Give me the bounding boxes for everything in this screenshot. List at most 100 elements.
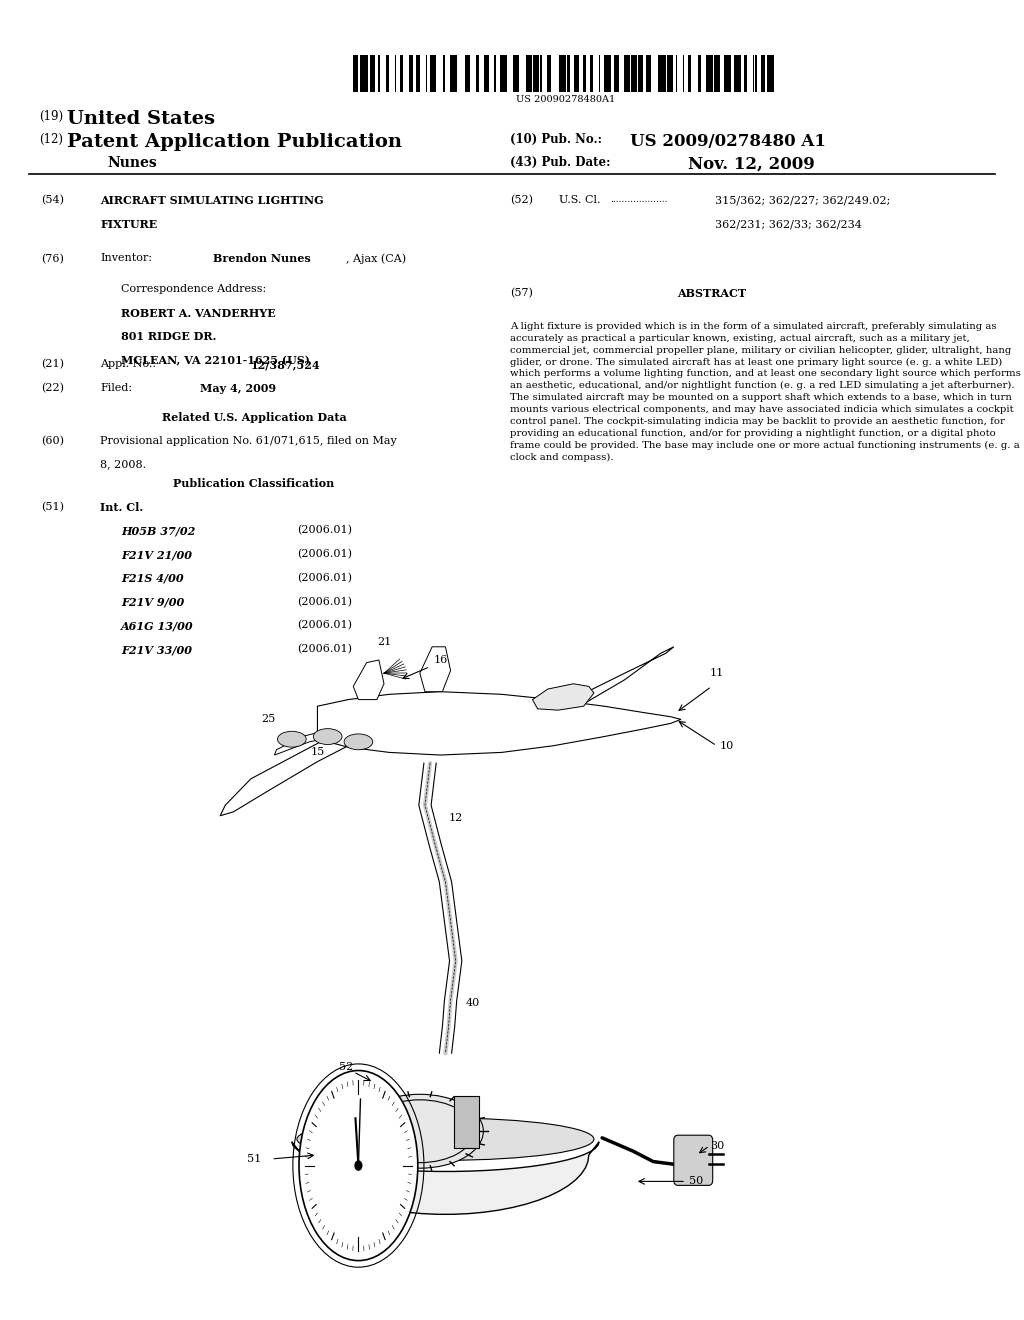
Bar bbox=[645, 55, 651, 92]
Text: F21V 21/00: F21V 21/00 bbox=[121, 549, 191, 560]
Text: 30: 30 bbox=[710, 1140, 724, 1151]
Text: 50: 50 bbox=[689, 1176, 703, 1187]
Bar bbox=[639, 55, 643, 92]
Bar bbox=[532, 55, 539, 92]
Bar bbox=[513, 55, 519, 92]
Text: F21V 33/00: F21V 33/00 bbox=[121, 644, 191, 655]
Bar bbox=[714, 55, 720, 92]
Text: A61G 13/00: A61G 13/00 bbox=[121, 620, 194, 631]
Text: (10) Pub. No.:: (10) Pub. No.: bbox=[510, 133, 602, 147]
Text: U.S. Cl.: U.S. Cl. bbox=[559, 195, 601, 206]
Text: (51): (51) bbox=[41, 502, 63, 512]
Bar bbox=[484, 55, 488, 92]
Text: (76): (76) bbox=[41, 253, 63, 264]
Ellipse shape bbox=[299, 1071, 418, 1261]
Bar bbox=[767, 55, 774, 92]
Bar bbox=[559, 55, 566, 92]
Polygon shape bbox=[292, 1142, 599, 1214]
Text: (22): (22) bbox=[41, 383, 63, 393]
Text: (2006.01): (2006.01) bbox=[297, 573, 352, 583]
Bar bbox=[583, 55, 586, 92]
Bar bbox=[698, 55, 701, 92]
Text: (12): (12) bbox=[39, 133, 62, 147]
Ellipse shape bbox=[297, 1118, 594, 1160]
Polygon shape bbox=[532, 684, 594, 710]
Bar bbox=[371, 55, 375, 92]
Polygon shape bbox=[317, 692, 681, 755]
Bar bbox=[744, 55, 746, 92]
Ellipse shape bbox=[356, 1094, 483, 1168]
Bar bbox=[547, 55, 552, 92]
Polygon shape bbox=[220, 723, 369, 816]
Bar bbox=[465, 55, 470, 92]
Text: Related U.S. Application Data: Related U.S. Application Data bbox=[162, 412, 346, 422]
Text: 11: 11 bbox=[710, 668, 724, 678]
Bar bbox=[360, 55, 368, 92]
Bar bbox=[526, 55, 531, 92]
Bar bbox=[574, 55, 579, 92]
Bar bbox=[378, 55, 380, 92]
Text: 12: 12 bbox=[449, 813, 463, 824]
Text: 315/362; 362/227; 362/249.02;: 315/362; 362/227; 362/249.02; bbox=[715, 195, 890, 206]
Text: Correspondence Address:: Correspondence Address: bbox=[121, 284, 266, 294]
Bar bbox=[426, 55, 427, 92]
Ellipse shape bbox=[313, 729, 342, 744]
Text: (2006.01): (2006.01) bbox=[297, 525, 352, 536]
Text: 21: 21 bbox=[377, 636, 391, 647]
Text: A light fixture is provided which is in the form of a simulated aircraft, prefer: A light fixture is provided which is in … bbox=[510, 322, 1021, 462]
Bar bbox=[761, 55, 765, 92]
Text: (57): (57) bbox=[510, 288, 532, 298]
Text: 40: 40 bbox=[466, 998, 480, 1008]
Polygon shape bbox=[353, 660, 384, 700]
Bar bbox=[451, 55, 458, 92]
Bar bbox=[495, 55, 496, 92]
Bar bbox=[400, 55, 403, 92]
Text: 51: 51 bbox=[247, 1154, 261, 1164]
FancyBboxPatch shape bbox=[674, 1135, 713, 1185]
Text: 52: 52 bbox=[339, 1061, 353, 1072]
Text: (52): (52) bbox=[510, 195, 532, 206]
Text: 8, 2008.: 8, 2008. bbox=[100, 459, 146, 470]
Bar bbox=[430, 55, 436, 92]
Text: ....................: .................... bbox=[610, 195, 668, 205]
Bar bbox=[409, 55, 413, 92]
Polygon shape bbox=[532, 647, 674, 723]
Text: Publication Classification: Publication Classification bbox=[173, 478, 335, 488]
Text: 362/231; 362/33; 362/234: 362/231; 362/33; 362/234 bbox=[715, 219, 861, 230]
Bar bbox=[667, 55, 673, 92]
Text: FIXTURE: FIXTURE bbox=[100, 219, 158, 230]
Bar bbox=[632, 55, 637, 92]
Bar bbox=[443, 55, 444, 92]
Text: AIRCRAFT SIMULATING LIGHTING: AIRCRAFT SIMULATING LIGHTING bbox=[100, 195, 324, 206]
Text: Appl. No.:: Appl. No.: bbox=[100, 359, 157, 370]
Circle shape bbox=[354, 1160, 362, 1171]
Text: (2006.01): (2006.01) bbox=[297, 549, 352, 560]
Bar bbox=[658, 55, 666, 92]
Text: H05B 37/02: H05B 37/02 bbox=[121, 525, 196, 536]
Polygon shape bbox=[420, 647, 451, 692]
Text: (19): (19) bbox=[39, 110, 63, 123]
Bar bbox=[599, 55, 600, 92]
Text: 16: 16 bbox=[433, 655, 447, 665]
Text: 10: 10 bbox=[720, 741, 734, 751]
Bar bbox=[734, 55, 741, 92]
Bar bbox=[500, 55, 507, 92]
Text: Nov. 12, 2009: Nov. 12, 2009 bbox=[688, 156, 815, 173]
Bar bbox=[394, 55, 396, 92]
Bar bbox=[756, 55, 757, 92]
Text: ABSTRACT: ABSTRACT bbox=[677, 288, 746, 298]
Text: (60): (60) bbox=[41, 436, 63, 446]
Text: Nunes: Nunes bbox=[108, 156, 158, 170]
Bar bbox=[476, 55, 479, 92]
Text: Int. Cl.: Int. Cl. bbox=[100, 502, 143, 512]
Bar bbox=[688, 55, 691, 92]
Text: (21): (21) bbox=[41, 359, 63, 370]
Text: (2006.01): (2006.01) bbox=[297, 644, 352, 655]
Text: Inventor:: Inventor: bbox=[100, 253, 153, 264]
Text: ROBERT A. VANDERHYE: ROBERT A. VANDERHYE bbox=[121, 308, 275, 318]
Bar bbox=[590, 55, 593, 92]
Bar bbox=[676, 55, 677, 92]
Ellipse shape bbox=[344, 734, 373, 750]
Text: 15: 15 bbox=[310, 747, 325, 758]
Bar bbox=[353, 55, 357, 92]
